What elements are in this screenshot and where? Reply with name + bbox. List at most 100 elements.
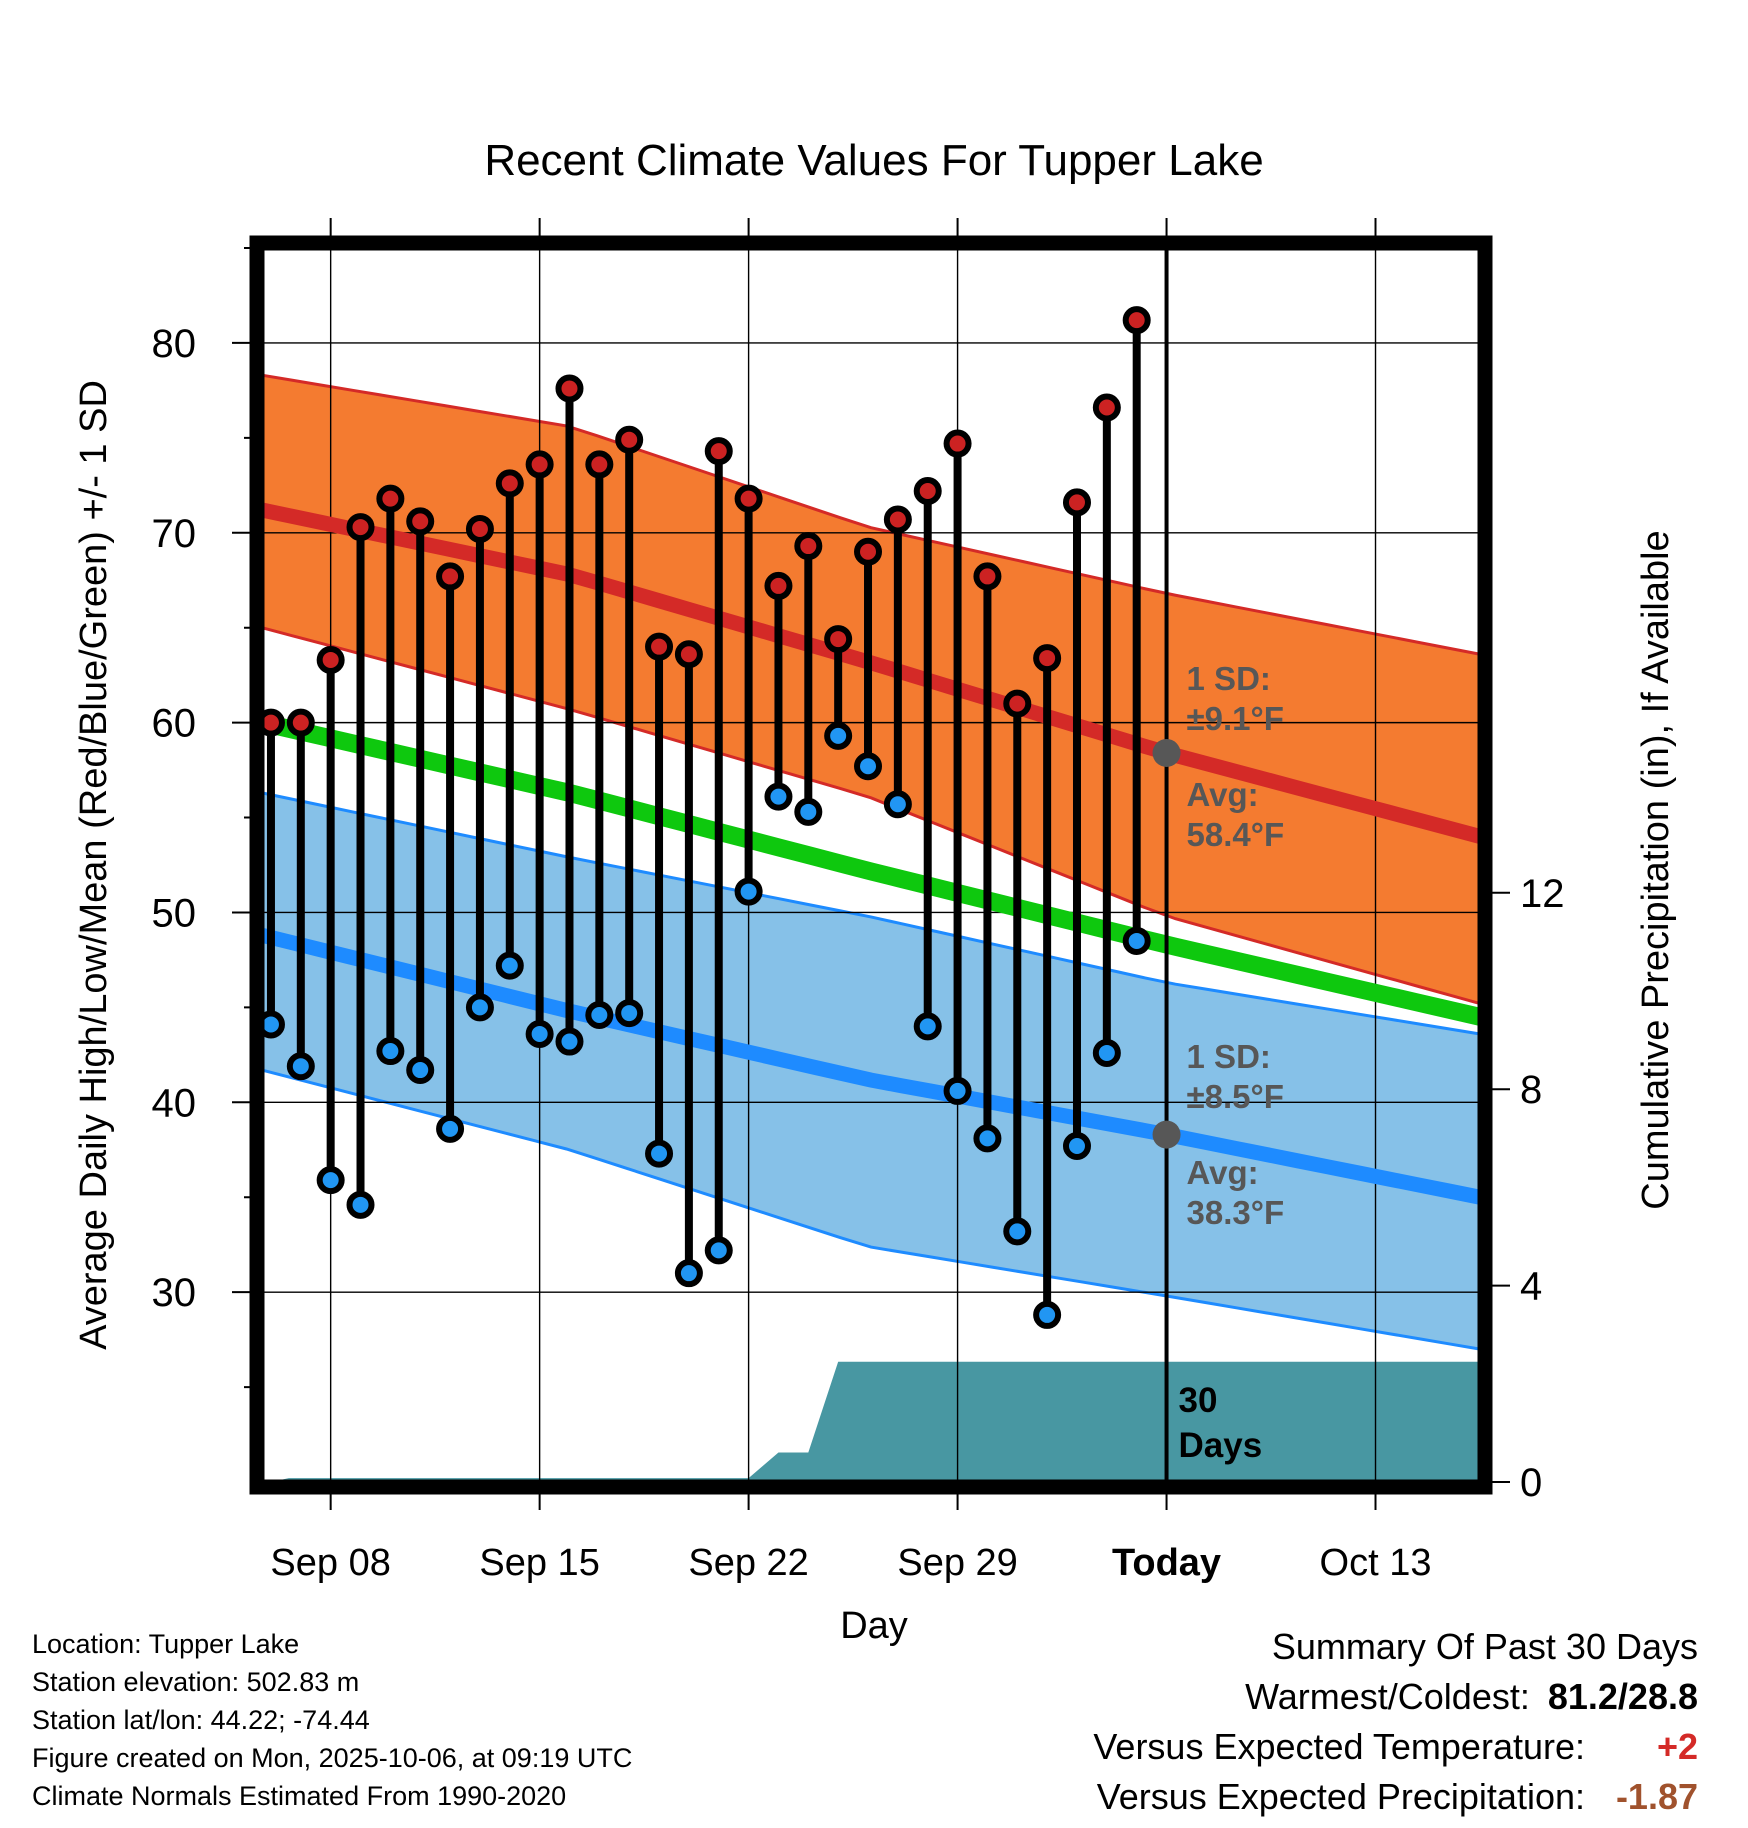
- normal-low-line: [260, 927, 1482, 1205]
- high-point: [316, 645, 345, 674]
- chart-title: Recent Climate Values For Tupper Lake: [484, 136, 1263, 185]
- x-tick-label: Today: [1112, 1542, 1221, 1584]
- y-tick-label: 70: [152, 512, 197, 556]
- y-tick-label: 40: [152, 1081, 197, 1125]
- warm-cold-value: 81.2/28.8: [1547, 1676, 1698, 1717]
- high-sd-band-lower-edge: [261, 626, 1481, 1006]
- high-point: [525, 450, 554, 479]
- low-avg-value: 38.3°F: [1187, 1194, 1285, 1231]
- temp-label: Versus Expected Temperature:: [1093, 1726, 1585, 1767]
- high-point: [674, 640, 703, 669]
- high-point: [1033, 644, 1062, 673]
- high-point: [645, 632, 674, 661]
- temp-value: +2: [1656, 1726, 1698, 1767]
- x-axis-label: Day: [840, 1605, 908, 1647]
- high-point: [943, 429, 972, 458]
- low-point: [794, 797, 823, 826]
- y-tick-label: 30: [152, 1271, 197, 1315]
- high-sd-label: 1 SD:: [1187, 660, 1271, 697]
- low-point: [734, 877, 763, 906]
- low-point: [913, 1012, 942, 1041]
- low-point: [465, 993, 494, 1022]
- today-low-avg-dot: [1152, 1120, 1181, 1149]
- high-point: [883, 505, 912, 534]
- high-point: [406, 507, 435, 536]
- summary-temp: Versus Expected Temperature: +2: [1093, 1722, 1698, 1772]
- plot-layer: Recent Climate Values For Tupper Lake 1 S…: [73, 136, 1677, 1647]
- low-point: [495, 951, 524, 980]
- low-point: [555, 1027, 584, 1056]
- precip-area: [262, 1361, 1480, 1482]
- y-axis-label: Average Daily High/Low/Mean (Red/Blue/Gr…: [73, 380, 115, 1350]
- low-point: [376, 1037, 405, 1066]
- plot-frame: [249, 235, 1493, 1495]
- high-point: [824, 625, 853, 654]
- high-avg-value: 58.4°F: [1187, 816, 1285, 853]
- today-high-avg-dot: [1152, 738, 1181, 767]
- latlon-text: Station lat/lon: 44.22; -74.44: [32, 1705, 370, 1735]
- today-days-number: 30: [1179, 1381, 1218, 1420]
- high-point: [465, 514, 494, 543]
- low-point: [1092, 1038, 1121, 1067]
- y2-tick-label: 4: [1520, 1265, 1542, 1309]
- y-tick-label: 80: [152, 322, 197, 366]
- low-point: [316, 1166, 345, 1195]
- low-point: [585, 1000, 614, 1029]
- x-tick-label: Sep 29: [897, 1542, 1017, 1584]
- summary-warm-cold: Warmest/Coldest: 81.2/28.8: [1093, 1672, 1698, 1722]
- high-point: [615, 425, 644, 454]
- high-avg-label: Avg:: [1187, 776, 1259, 813]
- low-avg-label: Avg:: [1187, 1154, 1259, 1191]
- high-point: [854, 537, 883, 566]
- low-sd-band-upper-edge: [261, 791, 1481, 1036]
- low-point: [943, 1076, 972, 1105]
- high-point: [436, 562, 465, 591]
- high-point: [346, 513, 375, 542]
- y2-tick-label: 8: [1520, 1068, 1542, 1112]
- today-days-label: Days: [1179, 1426, 1263, 1465]
- y2-tick-label: 12: [1520, 872, 1565, 916]
- high-point: [1003, 689, 1032, 718]
- precip-label: Versus Expected Precipitation:: [1096, 1776, 1585, 1817]
- high-point: [734, 484, 763, 513]
- low-sd-value: ±8.5°F: [1187, 1078, 1284, 1115]
- location-text: Location: Tupper Lake: [32, 1629, 300, 1659]
- high-point: [585, 450, 614, 479]
- low-point: [1062, 1131, 1091, 1160]
- low-point: [883, 790, 912, 819]
- high-sd-value: ±9.1°F: [1187, 700, 1284, 737]
- low-point: [704, 1236, 733, 1265]
- low-point: [1122, 926, 1151, 955]
- low-sd-band-lower-edge: [261, 1068, 1481, 1351]
- normals-text: Climate Normals Estimated From 1990-2020: [32, 1781, 567, 1811]
- x-tick-label: Sep 08: [270, 1542, 390, 1584]
- low-point: [346, 1190, 375, 1219]
- y2-tick-label: 0: [1520, 1461, 1542, 1505]
- low-point: [286, 1052, 315, 1081]
- high-point: [704, 437, 733, 466]
- high-point: [764, 571, 793, 600]
- high-point: [973, 562, 1002, 591]
- low-point: [973, 1124, 1002, 1153]
- normal-mean-line: [259, 713, 1483, 1026]
- summary-title: Summary Of Past 30 Days: [1271, 1626, 1698, 1667]
- low-point: [436, 1114, 465, 1143]
- low-point: [645, 1139, 674, 1168]
- high-point: [1092, 393, 1121, 422]
- x-tick-label: Sep 15: [479, 1542, 599, 1584]
- y2-axis-label: Cumulative Precipitation (in), If Availa…: [1635, 530, 1677, 1209]
- station-info: Location: Tupper Lake Station elevation:…: [32, 1625, 632, 1815]
- low-point: [1003, 1217, 1032, 1246]
- low-point: [854, 752, 883, 781]
- low-point: [764, 782, 793, 811]
- x-tick-label: Oct 13: [1320, 1542, 1432, 1584]
- high-point: [286, 708, 315, 737]
- high-point: [376, 484, 405, 513]
- summary-precip: Versus Expected Precipitation: -1.87: [1093, 1772, 1698, 1822]
- high-point: [794, 532, 823, 561]
- summary-panel: Summary Of Past 30 Days Warmest/Coldest:…: [1093, 1622, 1698, 1822]
- warm-cold-label: Warmest/Coldest:: [1245, 1676, 1530, 1717]
- elevation-text: Station elevation: 502.83 m: [32, 1667, 360, 1697]
- low-point: [615, 999, 644, 1028]
